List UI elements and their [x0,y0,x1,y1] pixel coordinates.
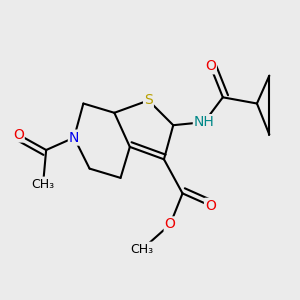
Text: S: S [144,93,153,107]
Text: CH₃: CH₃ [32,178,55,190]
Text: N: N [69,130,79,145]
Text: NH: NH [194,115,214,129]
Text: O: O [205,199,216,213]
Text: O: O [13,128,24,142]
Text: O: O [165,218,176,231]
Text: CH₃: CH₃ [131,243,154,256]
Text: O: O [205,59,216,73]
